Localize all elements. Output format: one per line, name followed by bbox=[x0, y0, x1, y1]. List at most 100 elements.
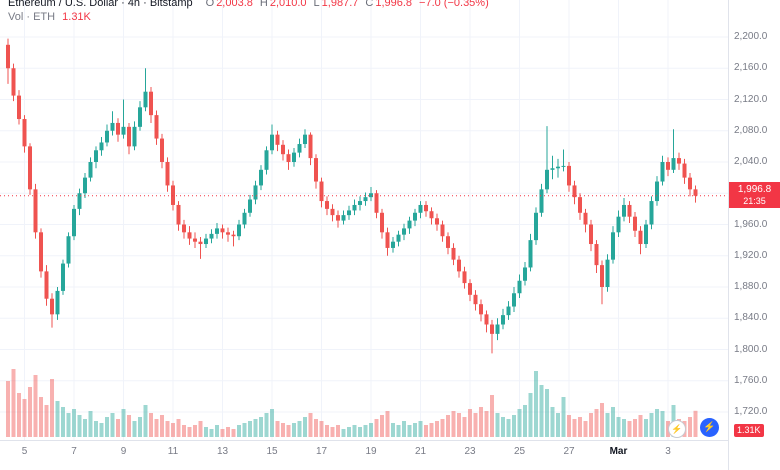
time-axis[interactable]: 5 7 9 11 13 15 17 19 21 23 25 27 Mar 3 bbox=[0, 440, 728, 470]
candle-body bbox=[479, 304, 483, 315]
candle-body bbox=[440, 224, 445, 237]
candle-body bbox=[468, 283, 472, 295]
time-axis-label: 21 bbox=[414, 446, 427, 457]
volume-legend[interactable]: Vol · ETH 1.31K bbox=[8, 11, 91, 24]
candle-body bbox=[545, 169, 549, 190]
candle-body bbox=[259, 169, 263, 186]
candle-body bbox=[127, 126, 131, 147]
volume-bar bbox=[501, 417, 505, 437]
price-axis-label: 1,800.0 bbox=[734, 343, 768, 355]
candle-body bbox=[253, 185, 258, 200]
volume-bar bbox=[303, 417, 307, 437]
candle-body bbox=[671, 158, 676, 170]
volume-bar bbox=[616, 417, 621, 437]
quick-trade-icon[interactable]: ⚡ bbox=[700, 418, 719, 437]
volume-bar bbox=[77, 415, 82, 437]
volume-bar bbox=[358, 427, 362, 437]
volume-bar bbox=[693, 410, 698, 437]
candle-body bbox=[693, 189, 698, 196]
candle-body bbox=[517, 280, 522, 294]
price-axis-label: 2,120.0 bbox=[734, 93, 768, 105]
candle-body bbox=[176, 204, 181, 225]
last-price-value: 1,996.8 bbox=[737, 183, 772, 195]
volume-bar bbox=[435, 421, 439, 437]
chart-legend[interactable]: Ethereum / U.S. Dollar · 4h · Bitstamp O… bbox=[8, 0, 489, 10]
candle-body bbox=[413, 212, 417, 221]
price-axis-label: 1,880.0 bbox=[734, 281, 768, 292]
volume-bar bbox=[50, 379, 54, 437]
candle-body bbox=[556, 166, 560, 169]
volume-bar bbox=[325, 425, 329, 437]
volume-bar bbox=[264, 413, 269, 437]
volume-bar bbox=[462, 417, 467, 437]
volume-axis-badge: 1.31K bbox=[734, 424, 764, 437]
candle-body bbox=[121, 126, 126, 135]
volume-bar bbox=[281, 423, 285, 437]
candle-body bbox=[402, 228, 406, 235]
candle-body bbox=[209, 233, 214, 239]
candle-body bbox=[484, 314, 489, 325]
candle-body bbox=[374, 193, 379, 213]
candle-body bbox=[66, 236, 71, 264]
price-axis-label: 2,080.0 bbox=[734, 124, 768, 136]
candle-body bbox=[622, 204, 626, 217]
candle-body bbox=[99, 142, 104, 151]
candle-body bbox=[495, 324, 500, 334]
candle-body bbox=[165, 162, 170, 186]
candle-body bbox=[638, 230, 643, 245]
volume-bar bbox=[259, 417, 263, 437]
price-axis-label: 1,920.0 bbox=[734, 249, 768, 261]
volume-bar bbox=[517, 409, 522, 437]
candle-body bbox=[204, 238, 208, 245]
volume-bar bbox=[105, 417, 109, 437]
volume-bar bbox=[391, 423, 395, 437]
price-axis-label: 1,760.0 bbox=[734, 374, 768, 386]
candle-body bbox=[462, 271, 467, 284]
candle-body bbox=[325, 201, 329, 209]
volume-bar bbox=[330, 427, 335, 437]
candle-body bbox=[424, 204, 428, 212]
volume-bar bbox=[154, 419, 159, 437]
volume-bar bbox=[55, 401, 60, 437]
candle-body bbox=[600, 265, 604, 287]
volume-bar bbox=[182, 425, 186, 437]
candle-body bbox=[451, 247, 456, 260]
price-axis-label: 1,840.0 bbox=[734, 312, 768, 324]
low-label: L bbox=[313, 0, 320, 9]
candle-body bbox=[6, 44, 10, 69]
volume-bar bbox=[440, 419, 445, 437]
candle-body bbox=[275, 134, 280, 145]
symbol-title[interactable]: Ethereum / U.S. Dollar · 4h · Bitstamp bbox=[8, 0, 193, 9]
volume-bar bbox=[17, 393, 21, 437]
volume-bar bbox=[424, 425, 428, 437]
lightning-icon[interactable]: ⚡ bbox=[668, 420, 686, 438]
volume-bar bbox=[490, 395, 494, 437]
volume-bar bbox=[248, 421, 252, 437]
candle-body bbox=[72, 208, 76, 237]
open-value: 2,003.8 bbox=[216, 0, 253, 9]
last-price-badge[interactable]: 1,996.8 21:35 bbox=[729, 181, 780, 208]
candle-body bbox=[160, 138, 164, 162]
candle-body bbox=[330, 208, 335, 216]
candle-body bbox=[83, 177, 87, 194]
volume-bar bbox=[512, 415, 516, 437]
time-axis-label: 9 bbox=[120, 446, 127, 457]
bar-countdown: 21:35 bbox=[743, 195, 766, 206]
volume-bar bbox=[83, 419, 87, 437]
volume-bar bbox=[143, 405, 148, 437]
volume-bar bbox=[413, 423, 417, 437]
candle-body bbox=[561, 165, 566, 167]
time-axis-label: Mar bbox=[609, 446, 628, 457]
volume-bar bbox=[589, 413, 593, 437]
volume-bar bbox=[528, 393, 533, 437]
candle-body bbox=[11, 68, 16, 96]
volume-bar bbox=[6, 381, 10, 437]
volume-bar bbox=[611, 407, 615, 437]
volume-bar bbox=[341, 429, 346, 437]
price-axis[interactable]: 1,996.8 21:35 1.31K 2,200.0 2,160.0 2,120.… bbox=[728, 0, 780, 470]
candle-body bbox=[539, 189, 544, 213]
volume-bar bbox=[66, 413, 71, 437]
volume-bar bbox=[605, 413, 610, 437]
